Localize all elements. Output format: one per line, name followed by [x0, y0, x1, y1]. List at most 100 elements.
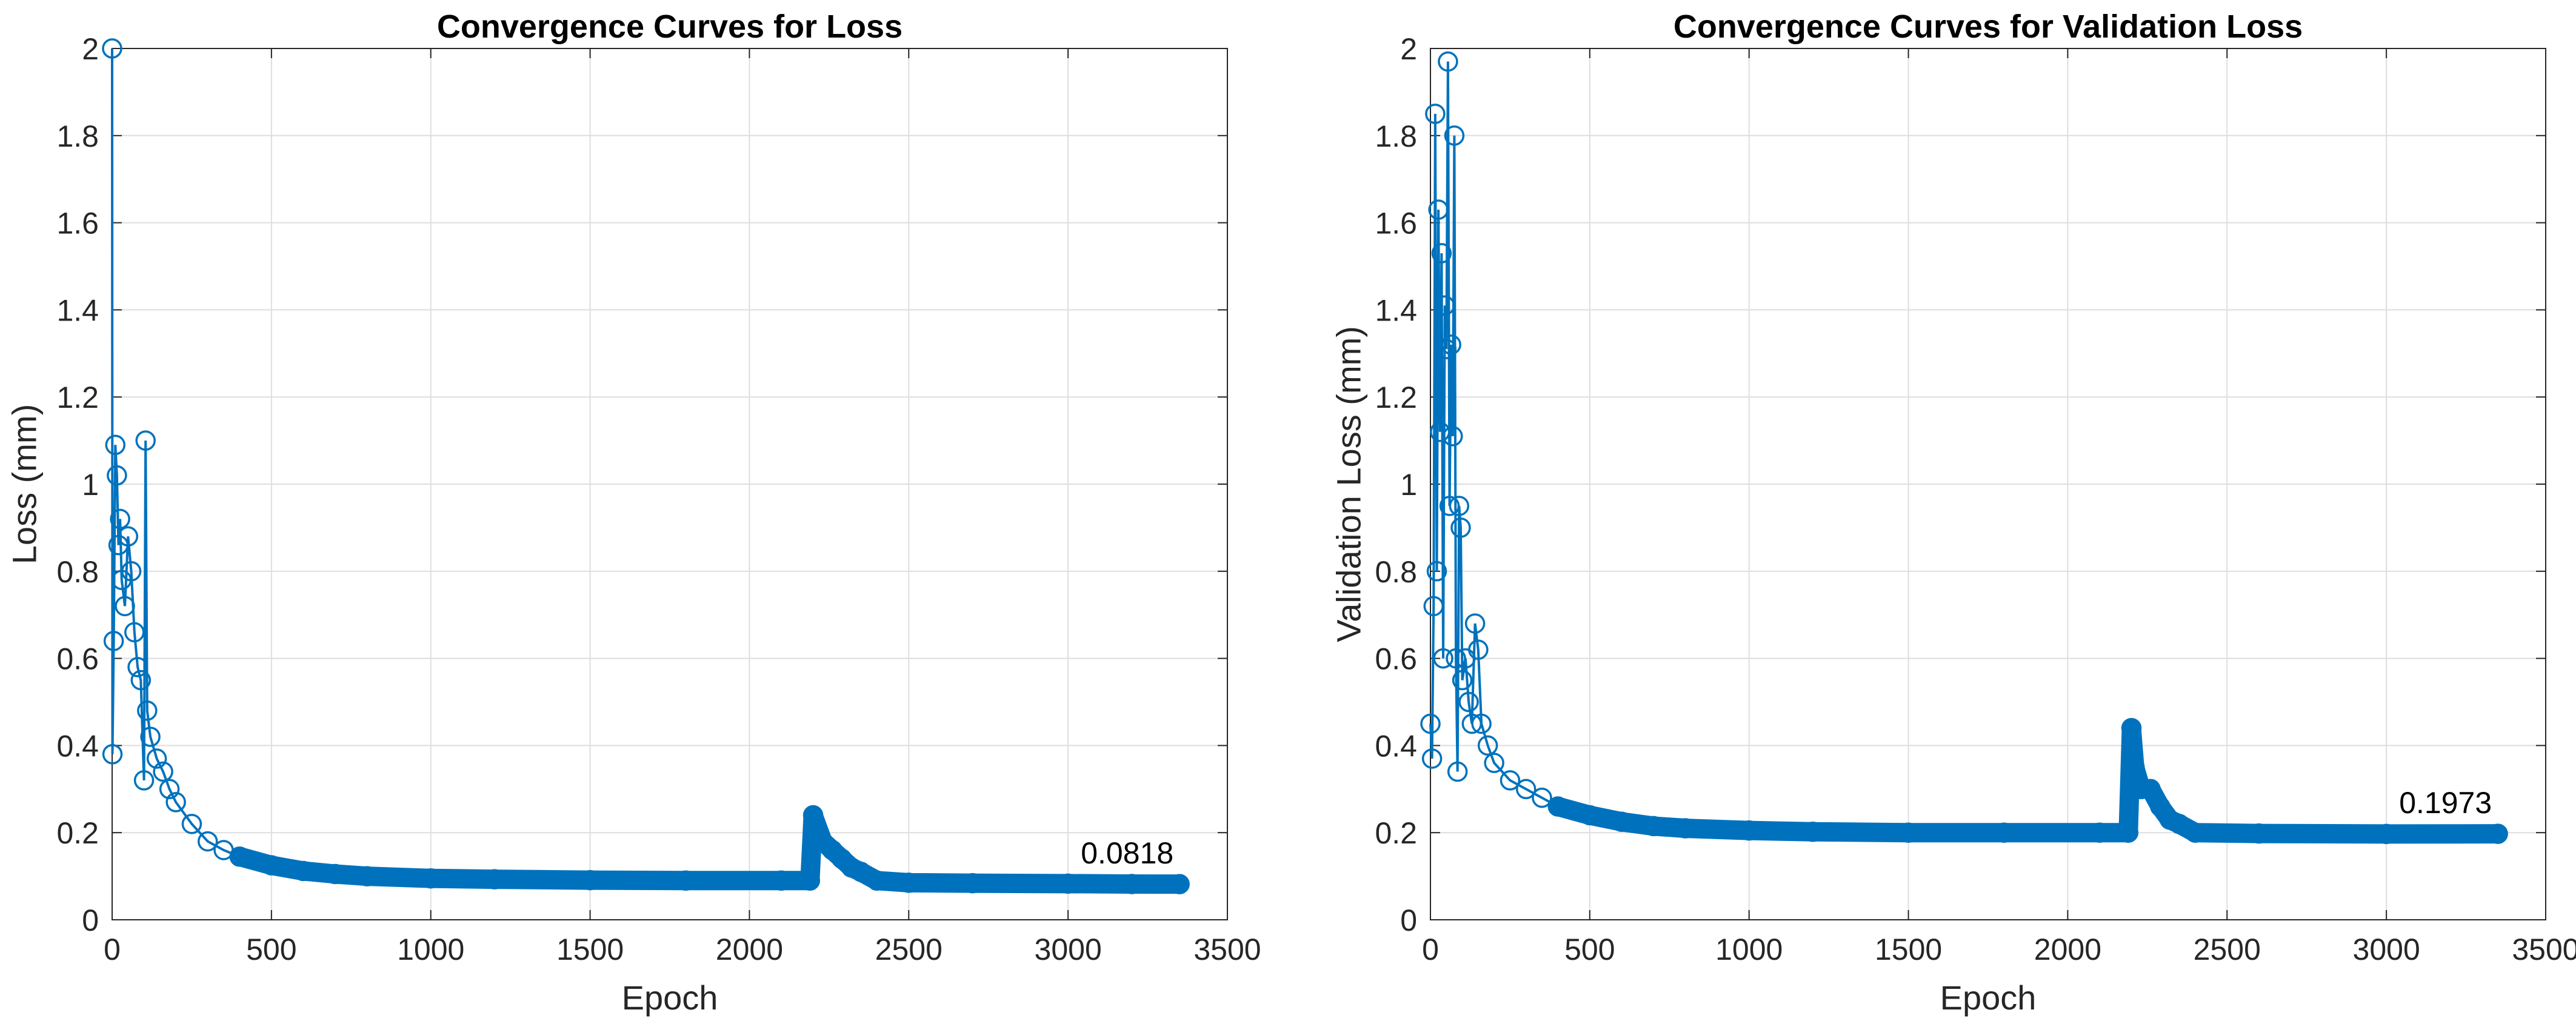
data-point [102, 744, 123, 765]
data-point [197, 831, 218, 852]
data-point [1461, 713, 1483, 734]
data-point [1426, 561, 1447, 582]
data-point [1471, 713, 1492, 734]
x-tick-label: 2500 [875, 933, 943, 966]
x-axis-label: Epoch [1940, 979, 2037, 1017]
y-tick-label: 0.6 [56, 642, 99, 676]
y-tick-label: 0.4 [56, 729, 99, 763]
dense-marker-band [230, 805, 1190, 894]
data-point [1449, 496, 1470, 516]
data-point [118, 526, 139, 547]
y-axis-label: Validation Loss (mm) [1330, 326, 1368, 642]
data-point [1452, 670, 1473, 691]
data-point [153, 761, 173, 782]
y-tick-label: 1.4 [56, 293, 99, 327]
data-point [115, 596, 135, 617]
data-point [1431, 243, 1452, 264]
data-point [124, 622, 145, 643]
y-tick-label: 0.6 [1375, 642, 1417, 676]
x-tick-label: 3000 [1035, 933, 1102, 966]
data-point [1436, 339, 1457, 359]
x-tick-label: 0 [1422, 933, 1439, 966]
x-axis-label: Epoch [622, 979, 718, 1017]
data-point [127, 657, 148, 677]
data-point [110, 508, 130, 530]
data-point [1438, 51, 1458, 72]
data-point [1428, 199, 1449, 220]
y-tick-label: 0.8 [56, 555, 99, 589]
x-tick-label: 1000 [1715, 933, 1783, 966]
data-point [1433, 648, 1453, 669]
data-point [133, 770, 155, 791]
final-value-label: 0.1973 [2399, 786, 2492, 820]
data-point [1434, 295, 1455, 316]
chart-1: 0 500 1000 1500 2000 2500 3000 3500 0 0.2 0.4 0.6 0.… [5, 8, 1261, 1017]
data-point [102, 38, 122, 59]
y-tick-label: 1 [1400, 468, 1417, 502]
data-point [103, 631, 124, 651]
data-point [1430, 421, 1450, 442]
data-point [130, 670, 152, 691]
data-point [1515, 779, 1537, 800]
chart-title: Convergence Curves for Validation Loss [1673, 8, 2303, 45]
x-tick-label: 2500 [2194, 933, 2261, 966]
data-point [1532, 787, 1552, 808]
data-point [1458, 691, 1479, 713]
data-point [1443, 426, 1463, 447]
data-point [1423, 596, 1444, 617]
x-tick-label: 0 [104, 933, 121, 966]
chart-title: Convergence Curves for Loss [437, 8, 903, 45]
data-point [1447, 761, 1468, 782]
y-axis-label: Loss (mm) [5, 404, 44, 564]
y-tick-label: 1.6 [56, 207, 99, 241]
y-tick-label: 0.2 [1375, 816, 1417, 850]
y-tick-label: 0.8 [1375, 555, 1417, 589]
y-tick-label: 1.8 [56, 119, 99, 153]
data-point [1441, 334, 1461, 355]
data-point [165, 792, 186, 813]
x-tick-label: 1500 [1875, 933, 1942, 966]
y-tick-label: 0.2 [56, 816, 99, 850]
data-point [159, 779, 180, 800]
x-tick-label: 2000 [716, 933, 783, 966]
data-point [105, 434, 126, 456]
y-tick-label: 1 [82, 468, 99, 502]
y-tick-label: 2 [82, 32, 99, 66]
y-tick-label: 0 [82, 903, 99, 937]
data-point [121, 561, 142, 582]
data-point [1450, 517, 1471, 538]
x-tick-label: 1500 [556, 933, 624, 966]
data-point [181, 814, 202, 834]
data-point [1468, 639, 1489, 660]
x-tick-label: 3500 [2512, 933, 2576, 966]
data-point [1446, 648, 1466, 669]
x-tick-label: 3000 [2353, 933, 2420, 966]
y-tick-label: 1.2 [1375, 381, 1417, 414]
data-point [1439, 496, 1460, 516]
data-point [1444, 125, 1465, 146]
y-tick-label: 1.6 [1375, 207, 1417, 241]
data-point [1477, 735, 1498, 756]
data-point [1421, 748, 1443, 769]
data-point [1425, 104, 1446, 124]
x-tick-label: 2000 [2034, 933, 2101, 966]
data-point [1464, 613, 1486, 634]
y-tick-label: 0 [1400, 903, 1417, 937]
x-tick-label: 500 [1564, 933, 1615, 966]
data-point [107, 465, 127, 486]
data-point [135, 430, 156, 451]
dense-marker-band [1548, 718, 2508, 844]
x-tick-label: 3500 [1193, 933, 1261, 966]
data-point [1484, 753, 1504, 773]
y-tick-label: 1.2 [56, 381, 99, 414]
data-point [146, 748, 167, 769]
y-tick-label: 1.8 [1375, 119, 1417, 153]
y-tick-label: 1.4 [1375, 293, 1417, 327]
chart-2: 0 500 1000 1500 2000 2500 3000 3500 0 0.2 0.4 0.6 0.… [1330, 8, 2576, 1017]
data-point [1500, 770, 1521, 791]
data-point [1420, 713, 1441, 734]
data-point [137, 700, 158, 721]
y-tick-label: 0.4 [1375, 729, 1417, 763]
data-point [140, 726, 161, 747]
